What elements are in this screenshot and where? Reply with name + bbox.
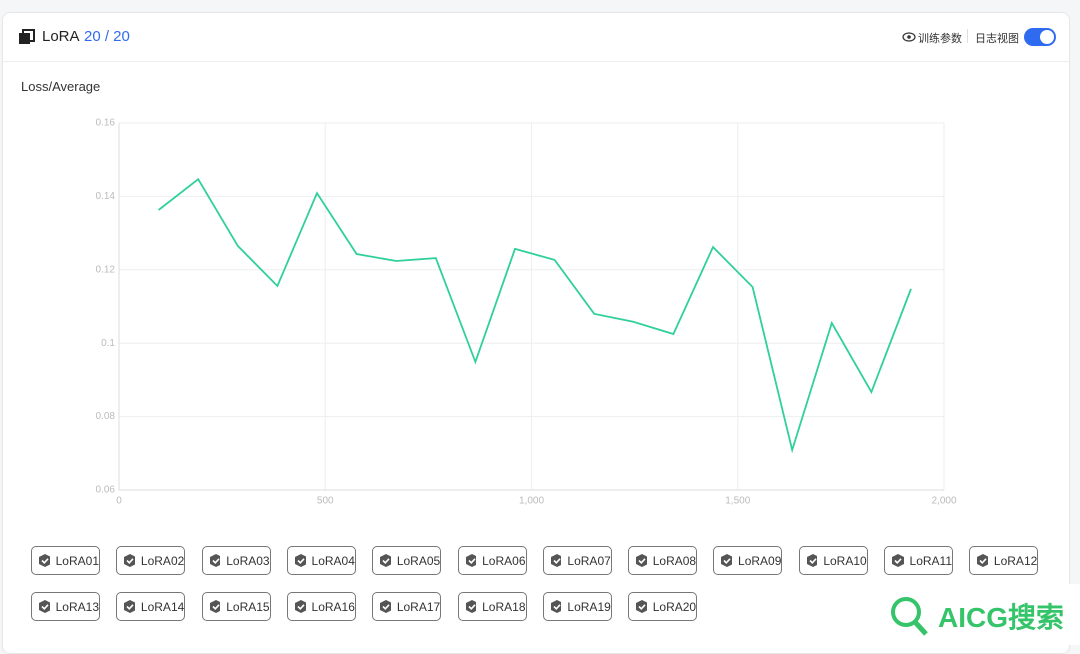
model-button[interactable]: LoRA07 bbox=[542, 546, 612, 575]
shield-icon bbox=[806, 554, 818, 567]
model-button[interactable]: LoRA06 bbox=[457, 546, 527, 575]
model-button[interactable]: LoRA08 bbox=[628, 546, 698, 575]
model-label: LoRA08 bbox=[652, 553, 697, 568]
model-button[interactable]: LoRA20 bbox=[628, 592, 698, 621]
shield-icon bbox=[209, 600, 221, 613]
model-label: LoRA18 bbox=[482, 599, 526, 614]
model-label: LoRA10 bbox=[823, 553, 867, 568]
model-button[interactable]: LoRA01 bbox=[31, 546, 100, 575]
model-button[interactable]: LoRA14 bbox=[116, 592, 186, 621]
shield-icon bbox=[380, 600, 391, 613]
x-tick-label: 0 bbox=[116, 496, 122, 507]
model-button[interactable]: LoRA17 bbox=[372, 592, 442, 621]
shield-icon bbox=[636, 600, 647, 613]
model-button[interactable]: LoRA12 bbox=[969, 546, 1039, 575]
model-label: LoRA11 bbox=[909, 553, 952, 568]
x-tick-label: 2,000 bbox=[931, 496, 956, 507]
eye-icon bbox=[902, 32, 916, 42]
watermark-text: AICG搜索 bbox=[938, 602, 1065, 633]
shield-icon bbox=[465, 600, 477, 613]
log-view-label: 日志视图 bbox=[975, 33, 1019, 45]
shield-icon bbox=[209, 554, 221, 567]
y-tick-label: 0.08 bbox=[96, 411, 116, 422]
shield-icon bbox=[294, 554, 306, 567]
header-title: LoRA bbox=[42, 28, 80, 45]
model-label: LoRA04 bbox=[311, 553, 355, 568]
model-button[interactable]: LoRA19 bbox=[542, 592, 612, 621]
divider bbox=[967, 29, 968, 43]
shield-icon bbox=[39, 554, 50, 567]
shield-icon bbox=[39, 600, 50, 613]
y-tick-label: 0.12 bbox=[96, 264, 116, 275]
shield-icon bbox=[977, 554, 988, 567]
shield-icon bbox=[721, 554, 733, 567]
x-tick-label: 500 bbox=[317, 496, 334, 507]
shield-icon bbox=[465, 554, 477, 567]
shield-icon bbox=[124, 554, 135, 567]
y-tick-label: 0.14 bbox=[96, 191, 116, 202]
model-button[interactable]: LoRA15 bbox=[201, 592, 271, 621]
shield-icon bbox=[636, 554, 647, 567]
model-label: LoRA15 bbox=[226, 599, 270, 614]
card-header: LoRA 20 / 20 训练参数 日志视图 bbox=[3, 13, 1069, 62]
y-tick-label: 0.06 bbox=[96, 485, 116, 496]
model-label: LoRA03 bbox=[226, 553, 270, 568]
model-label: LoRA01 bbox=[55, 553, 99, 568]
model-label: LoRA02 bbox=[140, 553, 185, 568]
shield-icon bbox=[294, 600, 306, 613]
model-button[interactable]: LoRA10 bbox=[798, 546, 868, 575]
model-label: LoRA06 bbox=[482, 553, 526, 568]
model-label: LoRA19 bbox=[567, 599, 611, 614]
model-button[interactable]: LoRA05 bbox=[372, 546, 442, 575]
model-label: LoRA14 bbox=[140, 599, 185, 614]
shield-icon bbox=[550, 600, 562, 613]
shield-icon bbox=[892, 554, 904, 567]
model-button[interactable]: LoRA13 bbox=[31, 592, 100, 621]
model-label: LoRA09 bbox=[738, 553, 782, 568]
y-tick-label: 0.1 bbox=[101, 338, 115, 349]
model-label: LoRA13 bbox=[55, 599, 99, 614]
model-button[interactable]: LoRA11 bbox=[884, 546, 953, 575]
model-button[interactable]: LoRA09 bbox=[713, 546, 783, 575]
model-button[interactable]: LoRA03 bbox=[201, 546, 271, 575]
model-label: LoRA17 bbox=[396, 599, 441, 614]
shield-icon bbox=[380, 554, 391, 567]
model-label: LoRA20 bbox=[652, 599, 697, 614]
model-button[interactable]: LoRA04 bbox=[286, 546, 356, 575]
header-count: 20 / 20 bbox=[84, 28, 130, 45]
shield-icon bbox=[550, 554, 562, 567]
model-label: LoRA16 bbox=[311, 599, 355, 614]
params-link[interactable]: 训练参数 bbox=[918, 33, 962, 45]
x-tick-label: 1,000 bbox=[519, 496, 544, 507]
series-line bbox=[158, 177, 912, 454]
model-label: LoRA05 bbox=[396, 553, 441, 568]
x-tick-label: 1,500 bbox=[725, 496, 750, 507]
model-button[interactable]: LoRA02 bbox=[116, 546, 186, 575]
log-view-toggle[interactable] bbox=[1024, 28, 1056, 46]
chart-title: Loss/Average bbox=[21, 79, 101, 94]
watermark: AICG搜索 bbox=[862, 584, 1080, 645]
y-tick-label: 0.16 bbox=[96, 118, 116, 129]
model-button[interactable]: LoRA18 bbox=[457, 592, 527, 621]
shield-icon bbox=[124, 600, 135, 613]
lora-icon bbox=[19, 29, 35, 44]
model-button[interactable]: LoRA16 bbox=[286, 592, 356, 621]
watermark-icon bbox=[891, 597, 928, 636]
model-label: LoRA12 bbox=[993, 553, 1038, 568]
model-label: LoRA07 bbox=[567, 553, 611, 568]
